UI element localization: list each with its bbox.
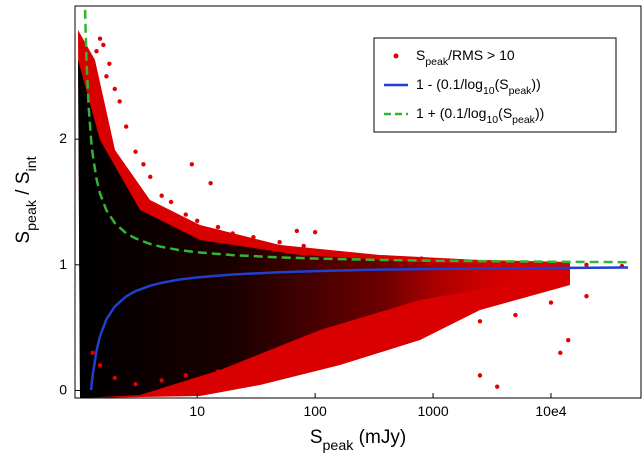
point [322, 250, 327, 255]
point [383, 338, 389, 343]
point [548, 300, 554, 305]
legend-box [373, 37, 617, 133]
point [477, 373, 483, 378]
point [194, 218, 200, 224]
point [90, 350, 95, 355]
point [97, 36, 103, 41]
point [584, 262, 589, 268]
point [251, 363, 256, 368]
density-core [78, 60, 520, 398]
point [168, 199, 174, 205]
point [215, 224, 221, 230]
point [348, 344, 353, 349]
point [312, 229, 318, 235]
point [141, 162, 146, 167]
legend-swatch [393, 53, 399, 59]
point [348, 252, 353, 257]
curve [89, 266, 629, 391]
point [133, 381, 138, 387]
x-tick-label: 100 [303, 403, 327, 419]
x-tick-label: 10 [189, 403, 205, 419]
legend-label: 1 - (0.1/log10(Speak)) [416, 76, 541, 97]
point [487, 260, 492, 265]
x-tick-label: 10e4 [535, 403, 566, 419]
point [159, 193, 164, 198]
curve [83, 9, 629, 264]
y-axis-label: Speak / Sint [13, 156, 40, 243]
plot-frame [74, 5, 642, 399]
point [148, 174, 153, 180]
point [94, 49, 99, 54]
point [430, 325, 436, 330]
point [112, 375, 117, 381]
point [584, 294, 589, 299]
y-tick-label: 0 [59, 381, 67, 397]
point [104, 74, 109, 79]
point [183, 212, 188, 217]
point [117, 99, 122, 104]
point [230, 231, 235, 236]
point [183, 373, 188, 378]
point [558, 350, 563, 355]
point [107, 61, 112, 66]
point [123, 124, 129, 129]
point [294, 228, 300, 234]
point [251, 234, 256, 240]
x-tick-label: 1000 [417, 403, 448, 419]
point [477, 319, 483, 324]
point [495, 384, 500, 389]
point [215, 369, 221, 374]
point [208, 180, 213, 186]
legend-label: 1 + (0.1/log10(Speak)) [416, 105, 544, 126]
point [97, 363, 103, 368]
y-tick-label: 2 [59, 130, 67, 146]
point [383, 255, 389, 260]
point [301, 243, 306, 249]
point [159, 378, 164, 383]
x-axis-label: Speak (mJy) [310, 427, 406, 454]
point [566, 338, 571, 343]
y-tick-label: 1 [59, 256, 67, 272]
point [513, 312, 518, 318]
point [101, 42, 106, 48]
point [133, 149, 138, 154]
point [112, 86, 117, 92]
point [277, 240, 282, 245]
point [189, 162, 194, 167]
point [312, 350, 318, 355]
point [537, 262, 542, 268]
point [286, 356, 292, 362]
legend-label: Speak/RMS > 10 [416, 47, 515, 68]
